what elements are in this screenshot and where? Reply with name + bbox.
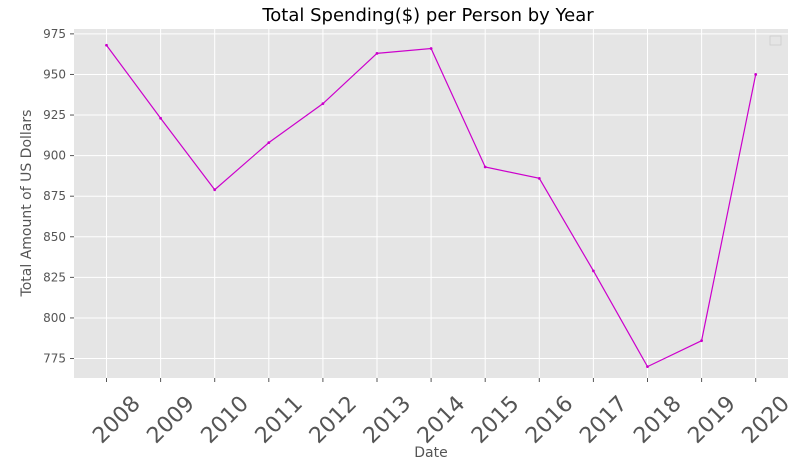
data-point (537, 176, 541, 180)
x-tick-label: 2011 (251, 391, 308, 448)
data-point (213, 188, 217, 192)
y-tick-label: 875 (43, 189, 66, 203)
data-point (321, 102, 325, 106)
x-axis-label: Date (414, 445, 447, 461)
data-point (429, 47, 433, 50)
data-point (375, 51, 379, 55)
series-group (105, 43, 758, 369)
x-tick-label: 2017 (575, 391, 632, 448)
x-axis-ticks: 2008200920102011201220132014201520162017… (88, 378, 793, 449)
x-tick-label: 2008 (88, 391, 145, 448)
x-tick-label: 2014 (413, 391, 470, 448)
x-tick-label: 2012 (305, 391, 362, 448)
data-point (105, 43, 108, 47)
x-tick-label: 2019 (683, 391, 740, 448)
x-tick-label: 2013 (359, 391, 416, 448)
y-tick-label: 950 (43, 67, 66, 81)
y-tick-label: 975 (43, 27, 66, 41)
x-tick-label: 2016 (521, 391, 578, 448)
chart-title: Total Spending($) per Person by Year (261, 5, 594, 26)
data-point (159, 116, 163, 120)
y-axis-label: Total Amount of US Dollars (19, 110, 35, 298)
data-point (700, 339, 703, 343)
data-point (483, 165, 487, 169)
y-tick-label: 825 (43, 270, 66, 284)
grid-lines (74, 29, 788, 378)
y-tick-label: 800 (43, 311, 66, 325)
data-point (267, 141, 271, 145)
data-point (592, 269, 595, 273)
x-tick-label: 2015 (467, 391, 524, 448)
x-tick-label: 2009 (142, 391, 199, 448)
data-point (646, 365, 649, 369)
x-tick-label: 2018 (629, 391, 686, 448)
x-tick-label: 2010 (197, 391, 254, 448)
y-tick-label: 775 (43, 352, 66, 366)
data-point (754, 73, 758, 76)
y-tick-label: 900 (43, 149, 66, 163)
y-tick-label: 925 (43, 108, 66, 122)
x-tick-label: 2020 (738, 391, 793, 448)
legend-box (769, 35, 782, 46)
y-axis-ticks: 775 800 825 850 875 900 925 950 975 (43, 27, 74, 366)
y-tick-label: 850 (43, 230, 66, 244)
